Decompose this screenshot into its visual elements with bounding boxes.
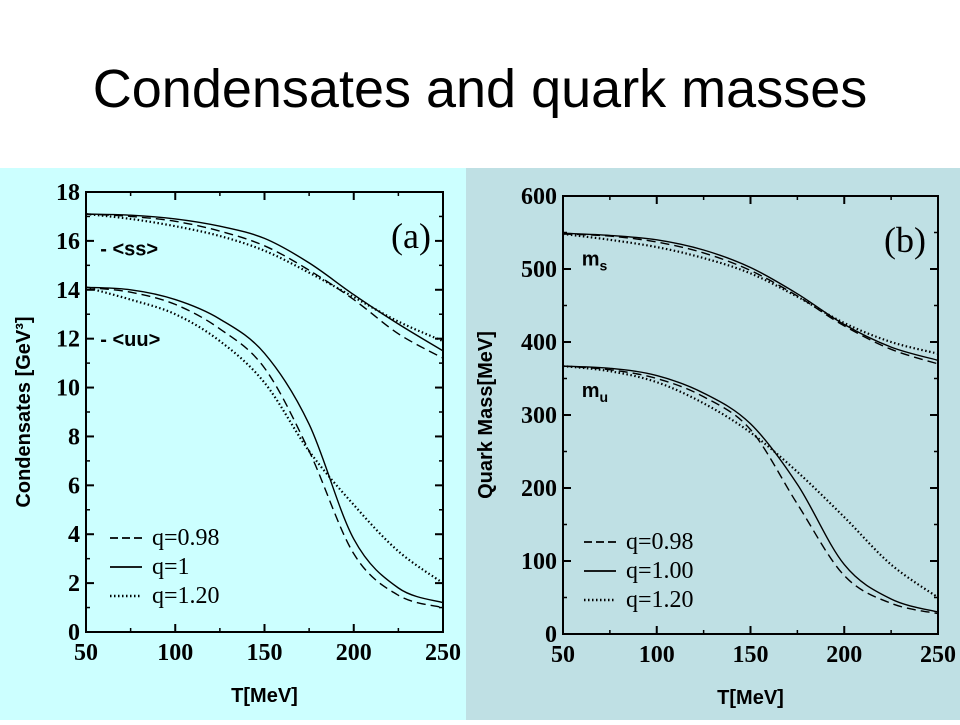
- panel-label: (a): [391, 216, 431, 256]
- legend-label: q=1.20: [626, 587, 694, 613]
- series-line: [85, 286, 444, 604]
- legend-label: q=0.98: [626, 529, 694, 555]
- slide-title: Condensates and quark masses: [92, 59, 868, 119]
- chart-b: 50 100 150 200 250 0 100 200 300 400 500 600 T[MeV] Q…: [475, 184, 956, 709]
- series-group-label: mu: [582, 380, 608, 405]
- series-group-label: ms: [582, 248, 608, 273]
- x-tick-label: 150: [247, 640, 283, 666]
- x-tick-label: 200: [336, 640, 372, 666]
- series-group-label: - <ss>: [100, 239, 158, 261]
- x-tick-label: 100: [157, 640, 193, 666]
- legend-label: q=1.00: [626, 558, 694, 584]
- y-tick-label: 14: [56, 278, 80, 304]
- y-tick-label: 12: [56, 327, 80, 353]
- y-tick-label: 16: [56, 229, 80, 255]
- series-group-label: - <uu>: [100, 329, 160, 351]
- x-axis-title: T[MeV]: [231, 685, 298, 707]
- series-line: [85, 286, 444, 609]
- y-tick-label: 500: [521, 257, 557, 283]
- legend-label: q=1: [152, 554, 190, 580]
- x-tick-label: 200: [826, 642, 862, 668]
- x-axis-title: T[MeV]: [717, 687, 784, 709]
- legend-label: q=1.20: [152, 583, 220, 609]
- y-tick-label: 400: [521, 330, 557, 356]
- y-tick-label: 200: [521, 476, 557, 502]
- x-tick-label: 250: [920, 642, 956, 668]
- series-line: [562, 233, 939, 365]
- y-tick-label: 300: [521, 403, 557, 429]
- legend-label: q=0.98: [152, 525, 220, 551]
- y-tick-label: 6: [68, 473, 80, 499]
- y-tick-label: 600: [521, 184, 557, 210]
- x-tick-label: 250: [425, 640, 461, 666]
- series-line: [562, 365, 939, 599]
- y-axis-title: Condensates [GeV³]: [13, 316, 35, 507]
- chart-panel-a: 50 100 150 200 250 0 2 4 6 8 10 12 14 16 18 T[MeV] Conde…: [0, 168, 466, 720]
- plot-frame: [562, 195, 939, 635]
- y-tick-label: 0: [68, 620, 80, 646]
- y-tick-label: 4: [68, 522, 80, 548]
- series-line: [85, 212, 444, 343]
- x-tick-label: 100: [639, 642, 675, 668]
- x-tick-label: 50: [551, 642, 575, 668]
- x-tick-label: 50: [74, 640, 98, 666]
- y-tick-label: 2: [68, 571, 80, 597]
- y-tick-label: 10: [56, 376, 80, 402]
- y-tick-label: 100: [521, 549, 557, 575]
- series-line: [562, 232, 939, 355]
- y-tick-label: 8: [68, 424, 80, 450]
- chart-a: 50 100 150 200 250 0 2 4 6 8 10 12 14 16 18 T[MeV] Conde…: [13, 180, 461, 707]
- series-line: [562, 365, 939, 615]
- series-line: [562, 365, 939, 613]
- y-tick-label: 0: [545, 622, 557, 648]
- y-axis-title: Quark Mass[MeV]: [475, 331, 497, 499]
- panel-label: (b): [884, 220, 926, 260]
- series-line: [562, 232, 939, 361]
- x-tick-label: 150: [733, 642, 769, 668]
- chart-panel-b: 50 100 150 200 250 0 100 200 300 400 500 600 T[MeV] Q…: [466, 168, 960, 720]
- series-line: [85, 213, 444, 359]
- y-tick-label: 18: [56, 180, 80, 206]
